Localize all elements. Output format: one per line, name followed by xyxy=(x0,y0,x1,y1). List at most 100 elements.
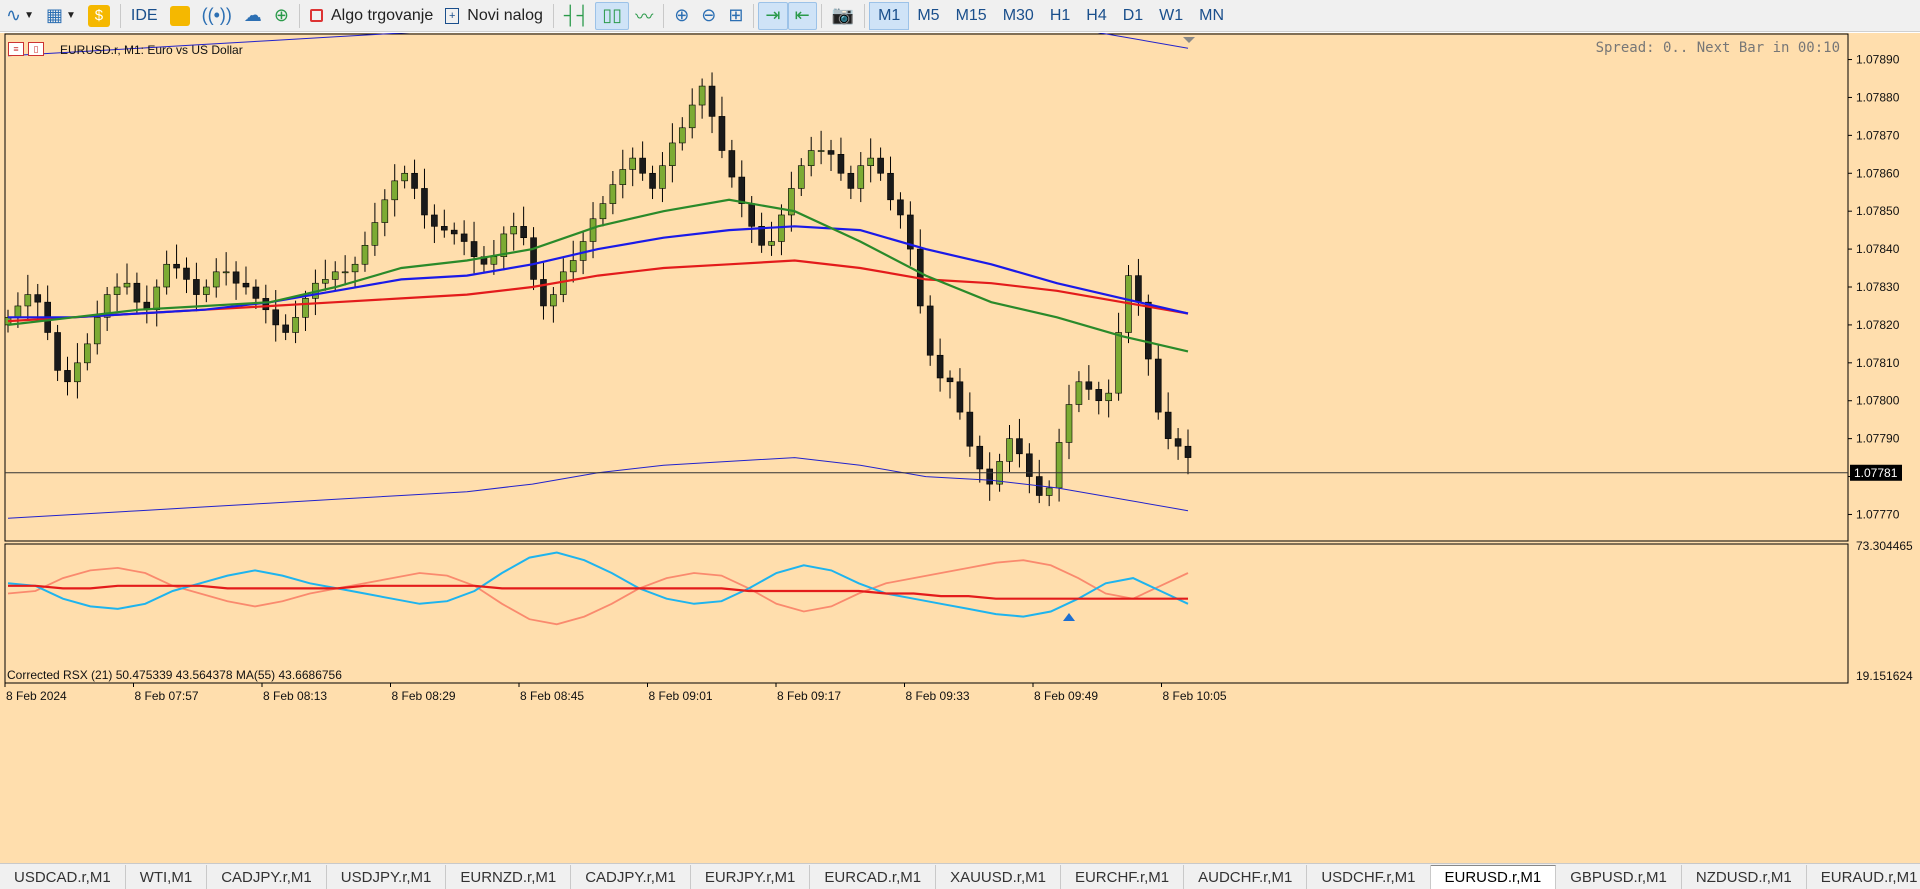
candle-body xyxy=(222,271,230,274)
price-axis-label: 1.07890 xyxy=(1856,53,1900,67)
timeframe-h1[interactable]: H1 xyxy=(1049,6,1071,24)
ide-button[interactable]: IDE xyxy=(125,2,164,30)
timeframe-d1[interactable]: D1 xyxy=(1122,6,1144,24)
bar-chart-icon: ┤┤ xyxy=(563,5,590,25)
indicator-title: Corrected RSX (21) 50.475339 43.564378 M… xyxy=(7,668,342,682)
line-chart-icon: ∿ xyxy=(6,5,22,25)
tile-button[interactable]: ⊞ xyxy=(722,2,749,30)
time-axis-label: 8 Feb 09:17 xyxy=(777,689,841,703)
chart-canvas[interactable]: 1.07890 1.07880 1.07870 1.07860 1.07850 1.078… xyxy=(0,33,1920,863)
symbol-tab[interactable]: USDCHF.r,M1 xyxy=(1307,865,1431,889)
candle-body xyxy=(93,317,101,345)
autoscroll-button[interactable]: ⇥ xyxy=(758,1,788,30)
candle-body xyxy=(242,282,250,288)
currency-button[interactable]: $ xyxy=(82,2,116,30)
algo-trading-button[interactable]: Algo trgovanje xyxy=(304,2,439,30)
envelope-upper-line xyxy=(7,33,1189,57)
candle-body xyxy=(14,305,22,318)
indicators-button[interactable]: ▦ ▼ xyxy=(40,2,82,30)
vps-button[interactable]: ☁ xyxy=(238,2,268,30)
timeframe-m5[interactable]: M5 xyxy=(917,6,940,24)
timeframe-mn[interactable]: MN xyxy=(1199,6,1225,24)
candle-body xyxy=(84,343,91,364)
community-button[interactable]: ⊕ xyxy=(268,2,295,30)
candle-body xyxy=(1065,404,1073,443)
bag-icon xyxy=(169,5,190,26)
symbol-tab[interactable]: EURNZD.r,M1 xyxy=(446,865,572,889)
candle-body xyxy=(837,154,845,174)
candle-body xyxy=(857,165,865,189)
candle-body xyxy=(609,184,617,204)
signals-button[interactable]: ((•)) xyxy=(196,2,238,30)
timeframe-m1[interactable]: M1 xyxy=(869,1,910,30)
symbol-tab[interactable]: CADJPY.r,M1 xyxy=(207,865,327,889)
globe-icon: ⊕ xyxy=(273,5,289,25)
timeframe-h4[interactable]: H4 xyxy=(1086,6,1107,24)
toolbar-separator xyxy=(663,3,665,28)
symbol-tab[interactable]: GBPUSD.r,M1 xyxy=(1556,865,1682,889)
chart-icons: ≡ ▯ xyxy=(8,42,44,56)
candle-body xyxy=(956,381,964,413)
candle-body xyxy=(401,172,408,182)
symbol-tab[interactable]: USDJPY.r,M1 xyxy=(327,865,447,889)
time-axis-label: 8 Feb 09:01 xyxy=(649,689,713,703)
symbol-tab[interactable]: NZDUSD.r,M1 xyxy=(1682,865,1807,889)
chart-type-icon[interactable]: ▯ xyxy=(28,42,44,56)
timeframe-m15[interactable]: M15 xyxy=(955,6,987,24)
candle-body xyxy=(639,157,646,174)
rsx-signal-line xyxy=(7,559,1189,626)
candle-body xyxy=(1095,389,1103,402)
toolbar-separator xyxy=(119,3,121,28)
candle-body xyxy=(1006,438,1013,462)
line-mode-button[interactable]: 〰 xyxy=(629,2,659,30)
symbol-tab[interactable]: EURCAD.r,M1 xyxy=(810,865,937,889)
symbol-tab[interactable]: EURCHF.r,M1 xyxy=(1061,865,1185,889)
candle-body xyxy=(1154,358,1162,413)
symbol-tab[interactable]: EURUSD.r,M1 xyxy=(1430,865,1557,889)
candle-body xyxy=(629,157,637,170)
toolbar-separator xyxy=(552,3,554,28)
candle-body xyxy=(1016,438,1023,455)
symbol-tab[interactable]: EURAUD.r,M1 xyxy=(1807,865,1920,889)
candle-body xyxy=(441,226,448,231)
candle-body xyxy=(212,271,220,288)
candle-body xyxy=(1105,392,1112,402)
candle-body xyxy=(728,150,736,178)
price-axis-label: 1.07800 xyxy=(1856,394,1900,408)
chart-menu-icon[interactable]: ≡ xyxy=(8,42,24,56)
timeframe-w1[interactable]: W1 xyxy=(1159,6,1184,24)
price-axis-label: 1.07870 xyxy=(1856,128,1900,142)
candle-body xyxy=(421,188,428,216)
candle-body xyxy=(381,199,389,223)
chart-window[interactable]: 1.07890 1.07880 1.07870 1.07860 1.07850 1.078… xyxy=(0,33,1920,863)
symbol-tab[interactable]: USDCAD.r,M1 xyxy=(0,865,126,889)
new-order-button[interactable]: + Novi nalog xyxy=(439,2,549,30)
screenshot-button[interactable]: 📷 xyxy=(826,2,860,30)
zoom-out-button[interactable]: ⊖ xyxy=(695,2,722,30)
candlestick-button[interactable]: ▯▯ xyxy=(595,1,630,30)
line-chart-button[interactable]: ∿ ▼ xyxy=(0,2,40,30)
candle-body xyxy=(797,165,805,189)
symbol-tab[interactable]: EURJPY.r,M1 xyxy=(691,865,811,889)
candle-body xyxy=(450,229,458,235)
candle-body xyxy=(589,218,597,242)
candle-body xyxy=(540,279,547,307)
candle-body xyxy=(698,85,706,106)
candle-body xyxy=(708,85,716,117)
symbol-tab[interactable]: XAUUSD.r,M1 xyxy=(936,865,1061,889)
symbol-tab[interactable]: AUDCHF.r,M1 xyxy=(1184,865,1308,889)
market-button[interactable] xyxy=(164,2,196,30)
candle-body xyxy=(936,354,944,379)
rsx-line xyxy=(7,551,1189,618)
symbol-tab[interactable]: WTI,M1 xyxy=(126,865,208,889)
zoom-in-button[interactable]: ⊕ xyxy=(668,2,695,30)
bar-chart-button[interactable]: ┤┤ xyxy=(558,2,596,30)
timeframe-m30[interactable]: M30 xyxy=(1002,6,1034,24)
candle-body xyxy=(1135,275,1142,303)
symbol-tab[interactable]: CADJPY.r,M1 xyxy=(571,865,691,889)
indicator-pane-frame xyxy=(4,543,1849,684)
candle-body xyxy=(1184,445,1192,458)
chart-shift-button[interactable]: ⇤ xyxy=(787,1,817,30)
candle-body xyxy=(619,169,627,185)
autoscroll-icon: ⇥ xyxy=(765,5,781,25)
